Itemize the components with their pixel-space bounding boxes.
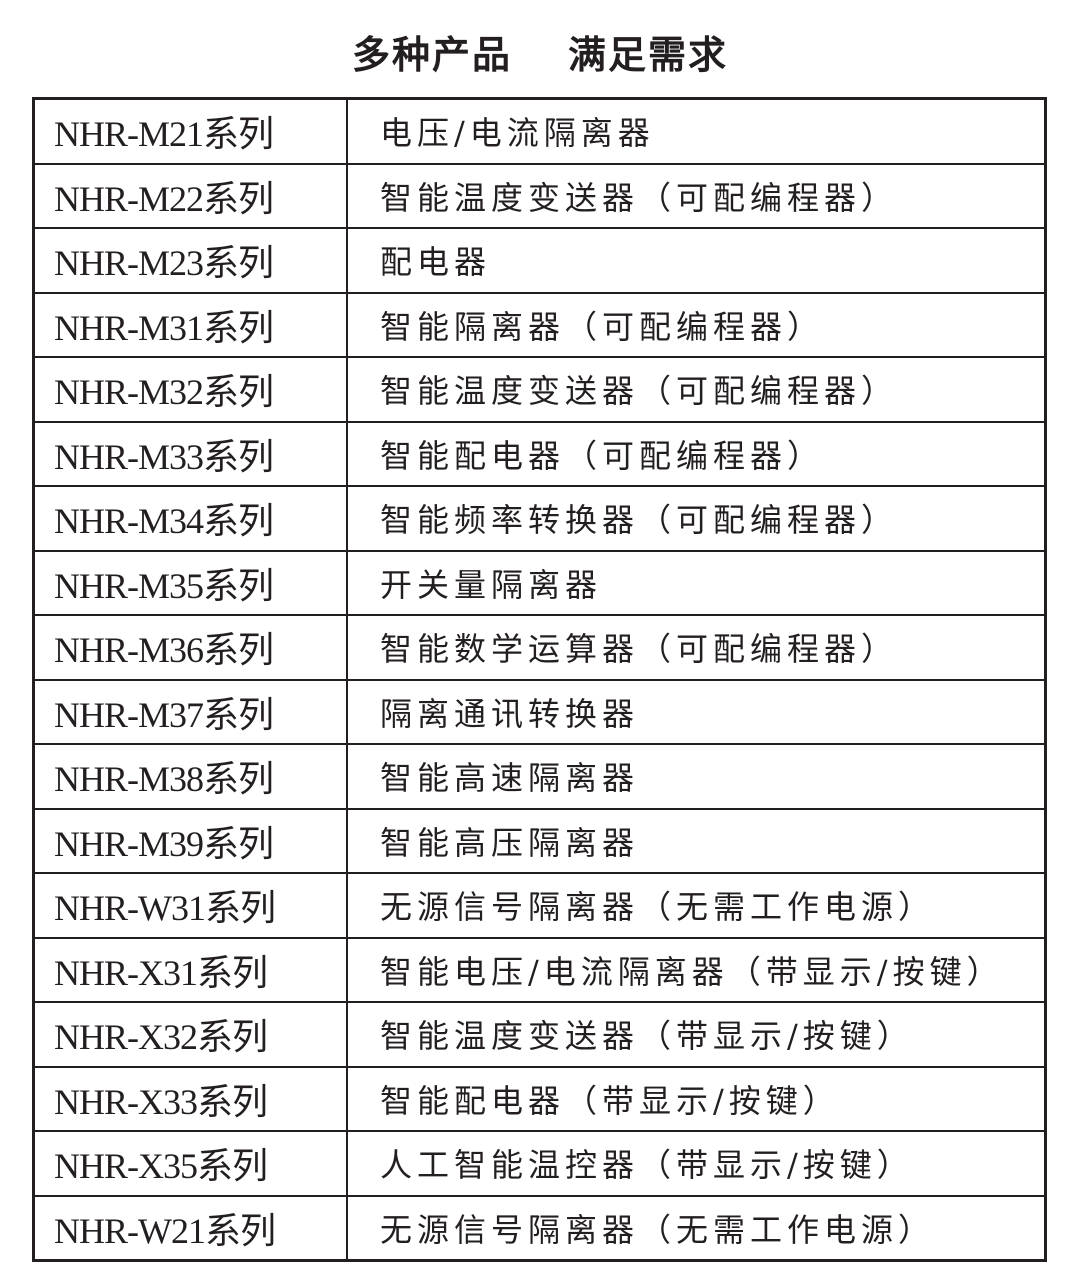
series-cell: NHR-M35系列 [33,549,348,615]
table-row: NHR-M38系列 智能高速隔离器 [33,743,1046,809]
description-cell: 智能温度变送器（可配编程器） [347,356,1046,422]
table-row: NHR-X35系列 人工智能温控器（带显示/按键） [33,1130,1046,1196]
description-cell: 人工智能温控器（带显示/按键） [347,1130,1046,1196]
description-cell: 配电器 [347,227,1046,293]
series-cell: NHR-M37系列 [33,678,348,744]
series-cell: NHR-M23系列 [33,227,348,293]
table-row: NHR-W31系列 无源信号隔离器（无需工作电源） [33,872,1046,938]
page-title: 多种产品 满足需求 [0,24,1080,79]
series-cell: NHR-X32系列 [33,1001,348,1067]
description-cell: 电压/电流隔离器 [380,114,655,153]
table-row: NHR-M36系列 智能数学运算器（可配编程器） [33,614,1046,680]
description-cell: 智能数学运算器（可配编程器） [347,614,1046,680]
table-row: NHR-X33系列 智能配电器（带显示/按键） [33,1065,1046,1131]
table-row: NHR-M39系列 智能高压隔离器 [33,807,1046,873]
description-cell: 开关量隔离器 [347,549,1046,615]
product-table: NHR-M21系列 电压/电流隔离器 NHR-M22系列 智能温度变送器（可配编程器）… [32,97,1047,1262]
table-row: NHR-M22系列 智能温度变送器（可配编程器） [33,162,1046,228]
series-cell: NHR-M38系列 [33,743,348,809]
description-cell: 智能高速隔离器 [347,743,1046,809]
series-cell: NHR-M31系列 [33,291,348,357]
table-row: NHR-X31系列 智能电压/电流隔离器（带显示/按键） [33,936,1046,1002]
table-row: NHR-M35系列 开关量隔离器 [33,549,1046,615]
series-cell: NHR-W31系列 [33,872,348,938]
table-row: NHR-M21系列 电压/电流隔离器 [33,98,1046,164]
series-cell: NHR-M32系列 [33,356,348,422]
table-row: NHR-M34系列 智能频率转换器（可配编程器） [33,485,1046,551]
title-part-1: 多种产品 [351,33,512,77]
table-row: NHR-M32系列 智能温度变送器（可配编程器） [33,356,1046,422]
series-cell: NHR-X33系列 [33,1065,348,1131]
series-cell: NHR-M39系列 [33,807,348,873]
series-cell: NHR-X31系列 [33,936,348,1002]
series-cell: NHR-W21系列 [33,1194,348,1261]
table-row: NHR-M33系列 智能配电器（可配编程器） [33,420,1046,486]
series-cell: NHR-M33系列 [33,420,348,486]
description-cell: 无源信号隔离器（无需工作电源） [347,1194,1046,1261]
description-cell: 智能高压隔离器 [347,807,1046,873]
table-row: NHR-M23系列 配电器 [33,227,1046,293]
description-cell: 智能配电器（可配编程器） [347,420,1046,486]
title-part-2: 满足需求 [568,33,729,77]
series-cell: NHR-X35系列 [33,1130,348,1196]
description-cell: 无源信号隔离器（无需工作电源） [347,872,1046,938]
table-row: NHR-M37系列 隔离通讯转换器 [33,678,1046,744]
description-cell: 智能温度变送器（带显示/按键） [347,1001,1046,1067]
description-cell: 智能电压/电流隔离器（带显示/按键） [347,936,1046,1002]
description-cell: 智能温度变送器（可配编程器） [347,162,1046,228]
table-row: NHR-W21系列 无源信号隔离器（无需工作电源） [33,1194,1046,1261]
description-cell: 智能配电器（带显示/按键） [347,1065,1046,1131]
series-cell: NHR-M34系列 [33,485,348,551]
description-cell: 隔离通讯转换器 [347,678,1046,744]
series-cell: NHR-M21系列 [33,98,348,164]
description-cell: 智能频率转换器（可配编程器） [347,485,1046,551]
description-cell: 智能隔离器（可配编程器） [347,291,1046,357]
series-cell: NHR-M22系列 [33,162,348,228]
table-row: NHR-M31系列 智能隔离器（可配编程器） [33,291,1046,357]
table-row: NHR-X32系列 智能温度变送器（带显示/按键） [33,1001,1046,1067]
series-cell: NHR-M36系列 [33,614,348,680]
